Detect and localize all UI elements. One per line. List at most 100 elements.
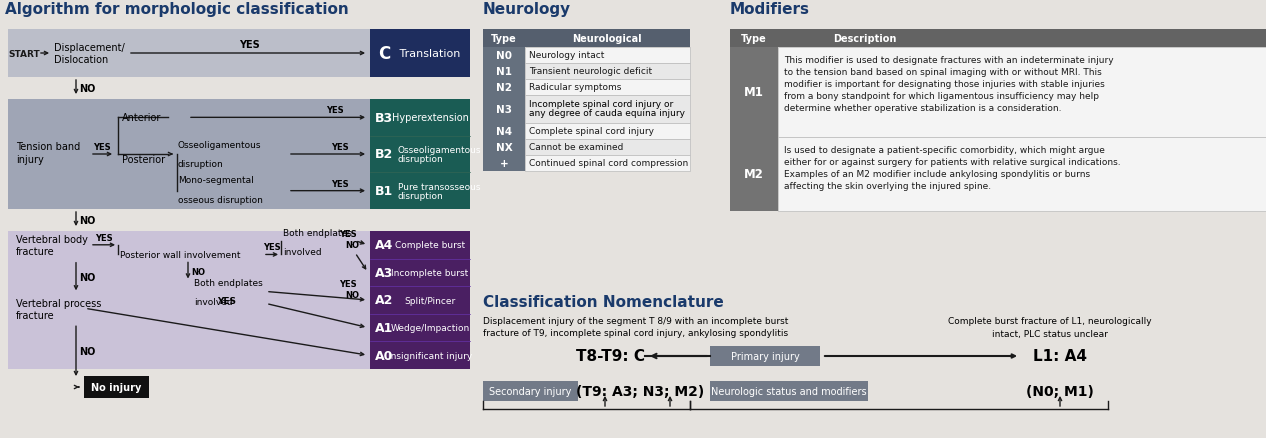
FancyBboxPatch shape — [484, 30, 690, 48]
FancyBboxPatch shape — [484, 124, 525, 140]
FancyBboxPatch shape — [8, 231, 370, 369]
Text: Dislocation: Dislocation — [54, 55, 109, 65]
Text: to the tension band based on spinal imaging with or without MRI. This: to the tension band based on spinal imag… — [784, 68, 1101, 77]
Text: Continued spinal cord compression: Continued spinal cord compression — [529, 159, 689, 168]
FancyBboxPatch shape — [370, 231, 470, 259]
Text: NO: NO — [346, 291, 360, 300]
Text: NO: NO — [78, 215, 95, 226]
FancyBboxPatch shape — [484, 155, 525, 172]
Text: Description: Description — [833, 34, 896, 44]
Text: YES: YES — [95, 233, 113, 242]
FancyBboxPatch shape — [370, 286, 470, 314]
FancyBboxPatch shape — [525, 80, 690, 96]
FancyBboxPatch shape — [8, 100, 370, 209]
Text: NO: NO — [78, 346, 95, 357]
Text: N1: N1 — [496, 67, 511, 77]
Text: NO: NO — [78, 84, 95, 94]
Text: NX: NX — [495, 143, 513, 153]
Text: +: + — [500, 159, 509, 169]
FancyBboxPatch shape — [525, 64, 690, 80]
FancyBboxPatch shape — [370, 100, 470, 136]
Text: Both endplates: Both endplates — [284, 228, 352, 237]
Text: determine whether operative stabilization is a consideration.: determine whether operative stabilizatio… — [784, 104, 1061, 113]
Text: injury: injury — [16, 155, 44, 165]
Text: Hyperextension: Hyperextension — [391, 113, 468, 123]
Text: (N0; M1): (N0; M1) — [1025, 384, 1094, 398]
FancyBboxPatch shape — [730, 30, 1266, 48]
FancyBboxPatch shape — [484, 48, 525, 64]
Text: NO: NO — [346, 240, 360, 249]
Text: modifier is important for designating those injuries with stable injuries: modifier is important for designating th… — [784, 80, 1105, 89]
Text: Transient neurologic deficit: Transient neurologic deficit — [529, 67, 652, 76]
FancyBboxPatch shape — [710, 346, 820, 366]
Text: Classification Nomenclature: Classification Nomenclature — [484, 294, 724, 309]
FancyBboxPatch shape — [525, 48, 690, 64]
FancyBboxPatch shape — [8, 30, 370, 78]
Text: Neurology: Neurology — [484, 2, 571, 17]
FancyBboxPatch shape — [84, 376, 149, 398]
Text: YES: YES — [339, 229, 357, 238]
Text: A2: A2 — [375, 294, 394, 307]
Text: B1: B1 — [375, 185, 394, 198]
Text: Incomplete spinal cord injury or: Incomplete spinal cord injury or — [529, 100, 674, 109]
Text: fracture: fracture — [16, 246, 54, 256]
Text: Incomplete burst: Incomplete burst — [391, 268, 468, 277]
Text: Modifiers: Modifiers — [730, 2, 810, 17]
Text: Osseoligamentous: Osseoligamentous — [179, 141, 262, 150]
Text: Neurologic status and modifiers: Neurologic status and modifiers — [711, 386, 867, 396]
Text: B2: B2 — [375, 148, 394, 161]
Text: Posterior: Posterior — [122, 155, 165, 165]
Text: Tension band: Tension band — [16, 141, 80, 152]
FancyBboxPatch shape — [779, 48, 1266, 138]
Text: Algorithm for morphologic classification: Algorithm for morphologic classification — [5, 2, 348, 17]
Text: either for or against surgery for patients with relative surgical indications.: either for or against surgery for patien… — [784, 158, 1120, 166]
Text: Complete burst: Complete burst — [395, 241, 465, 250]
Text: Split/Pincer: Split/Pincer — [404, 296, 456, 305]
FancyBboxPatch shape — [730, 138, 779, 212]
Text: Mono-segmental: Mono-segmental — [179, 175, 253, 184]
Text: YES: YES — [263, 243, 281, 252]
FancyBboxPatch shape — [370, 136, 470, 173]
Text: N0: N0 — [496, 51, 511, 61]
Text: Displacement/: Displacement/ — [54, 43, 125, 53]
Text: START: START — [8, 49, 39, 58]
FancyBboxPatch shape — [710, 381, 868, 401]
Text: A1: A1 — [375, 321, 394, 334]
Text: YES: YES — [327, 106, 344, 115]
Text: (T9: A3; N3; M2): (T9: A3; N3; M2) — [576, 384, 704, 398]
FancyBboxPatch shape — [484, 381, 579, 401]
Text: Wedge/Impaction: Wedge/Impaction — [390, 323, 470, 332]
Text: Insignificant injury: Insignificant injury — [387, 351, 472, 360]
Text: Neurological: Neurological — [572, 34, 642, 44]
Text: Pure transosseous: Pure transosseous — [398, 182, 481, 191]
Text: from a bony standpoint for which ligamentous insufficiency may help: from a bony standpoint for which ligamen… — [784, 92, 1099, 101]
Text: This modifier is used to designate fractures with an indeterminate injury: This modifier is used to designate fract… — [784, 56, 1114, 65]
Text: Radicular symptoms: Radicular symptoms — [529, 83, 622, 92]
Text: YES: YES — [94, 143, 111, 152]
Text: Anterior: Anterior — [122, 113, 161, 123]
Text: M2: M2 — [744, 168, 763, 181]
Text: disruption: disruption — [398, 155, 444, 163]
Text: T8-T9: C: T8-T9: C — [576, 349, 644, 364]
Text: A0: A0 — [375, 349, 394, 362]
FancyBboxPatch shape — [484, 64, 525, 80]
FancyBboxPatch shape — [484, 96, 525, 124]
Text: Cannot be examined: Cannot be examined — [529, 143, 623, 152]
Text: YES: YES — [332, 179, 349, 188]
FancyBboxPatch shape — [484, 80, 525, 96]
Text: Examples of an M2 modifier include ankylosing spondylitis or burns: Examples of an M2 modifier include ankyl… — [784, 170, 1090, 179]
Text: disruption: disruption — [179, 159, 224, 169]
Text: Vertebral body: Vertebral body — [16, 234, 87, 244]
Text: Complete burst fracture of L1, neurologically
intact, PLC status unclear: Complete burst fracture of L1, neurologi… — [948, 316, 1152, 338]
FancyBboxPatch shape — [370, 259, 470, 286]
Text: involved: involved — [284, 247, 322, 256]
Text: NO: NO — [191, 268, 205, 277]
Text: L1: A4: L1: A4 — [1033, 349, 1087, 364]
FancyBboxPatch shape — [370, 173, 470, 209]
Text: A3: A3 — [375, 266, 394, 279]
Text: Type: Type — [491, 34, 517, 44]
Text: No injury: No injury — [91, 382, 142, 392]
Text: fracture: fracture — [16, 311, 54, 321]
FancyBboxPatch shape — [370, 342, 470, 369]
FancyBboxPatch shape — [525, 124, 690, 140]
